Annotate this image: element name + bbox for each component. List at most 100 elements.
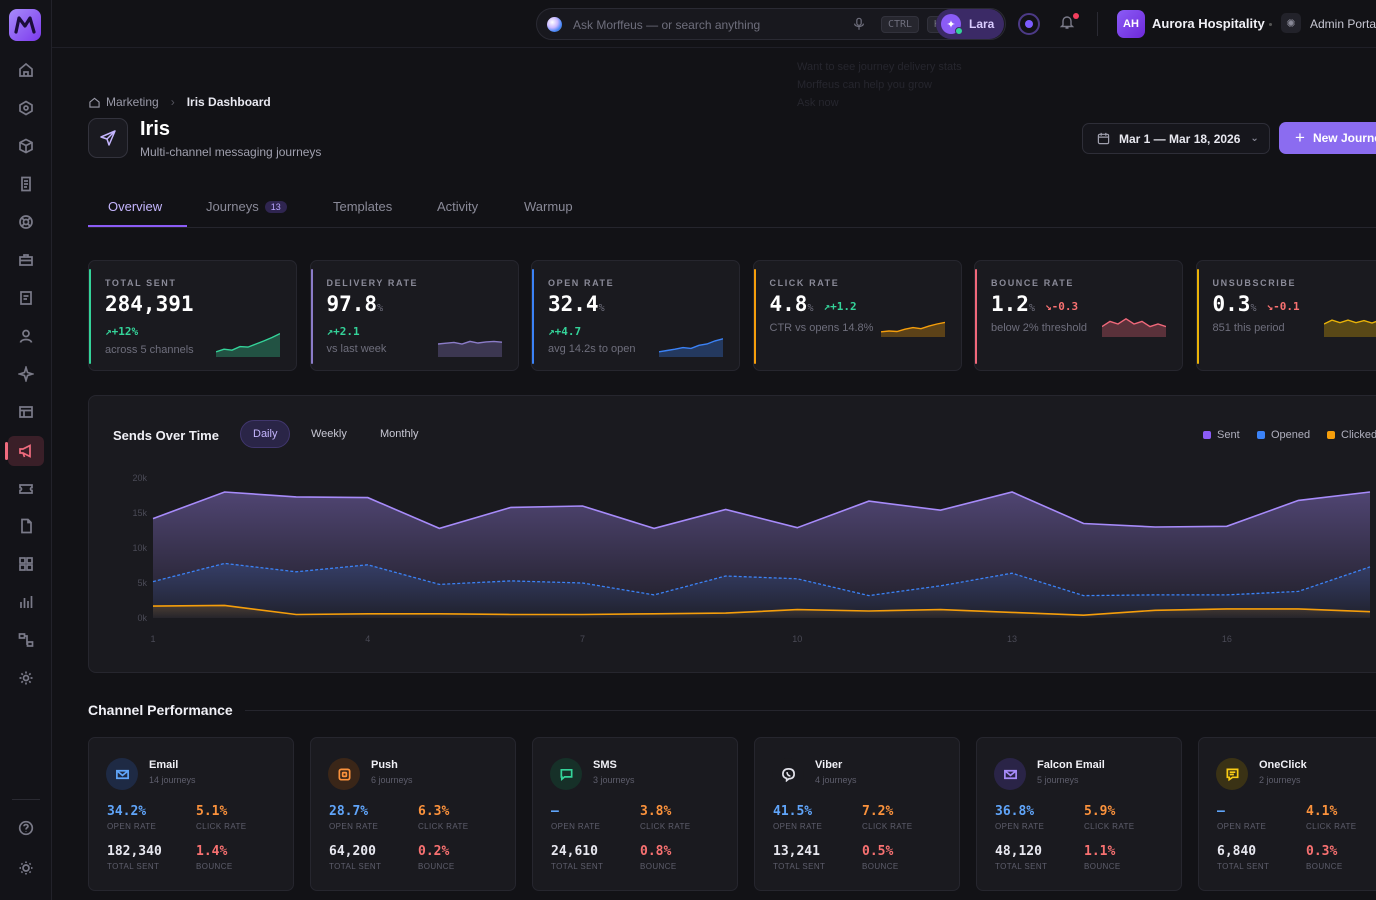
sun-icon[interactable] — [13, 855, 39, 881]
range-weekly[interactable]: Weekly — [311, 428, 347, 440]
kpi-card[interactable]: TOTAL SENT 284,391 ↗+12% across 5 channels — [88, 260, 297, 371]
kpi-delta-value: -0.1 — [1273, 300, 1300, 313]
trend-up-icon: ↗ — [105, 325, 112, 338]
kpi-unit: % — [598, 303, 605, 314]
user-icon[interactable] — [13, 323, 39, 349]
x-tick-label: 4 — [365, 634, 370, 644]
legend-opened: Opened — [1257, 429, 1310, 441]
push-icon — [328, 758, 360, 790]
breadcrumb-parent[interactable]: Marketing — [106, 95, 159, 109]
grid-icon[interactable] — [13, 551, 39, 577]
range-daily[interactable]: Daily — [240, 420, 291, 448]
microphone-icon[interactable] — [852, 17, 866, 31]
kpi-sparkline — [437, 340, 502, 357]
sends-over-time-card: 20k 15k 10k 5k 0k 1 4 7 10 13 16 Sends Over Time D… — [88, 395, 1376, 673]
assistant-lara-button[interactable]: ✦ Lara — [936, 9, 1004, 39]
home-icon[interactable] — [13, 57, 39, 83]
kpi-delta: ↗+1.2 — [824, 300, 857, 313]
morffeus-orb-icon — [547, 17, 562, 32]
channel-journeys: 4 journeys — [815, 775, 857, 785]
ticket-icon[interactable] — [13, 476, 39, 502]
file-icon[interactable] — [13, 513, 39, 539]
channel-bounce-value: 0.8% — [640, 844, 672, 859]
channel-open-value: — — [551, 804, 559, 819]
channel-open-value: 41.5% — [773, 804, 813, 819]
channel-card[interactable]: OneClick 2 journeys — OPEN RATE 4.1% CLICK RA… — [1198, 737, 1376, 891]
new-journey-button[interactable]: + New Journey — [1279, 122, 1376, 154]
kpi-card[interactable]: UNSUBSCRIBE 0.3% ↘-0.1 851 this period — [1195, 260, 1376, 371]
sparkline-line — [437, 340, 502, 345]
channel-sent-label: TOTAL SENT — [773, 862, 826, 871]
kpi-accent-bar — [1196, 269, 1199, 364]
separator-dot — [1269, 23, 1272, 26]
kpi-label: OPEN RATE — [548, 278, 615, 288]
channel-card[interactable]: SMS 3 journeys — OPEN RATE 3.8% CLICK RATE 24,… — [532, 737, 738, 891]
channel-bounce-label: BOUNCE — [196, 862, 233, 871]
series-line-clicked[interactable] — [152, 604, 1371, 617]
kpi-delta: ↗+2.1 — [327, 325, 360, 338]
channel-sent-label: TOTAL SENT — [107, 862, 160, 871]
sparkline-line — [216, 332, 280, 353]
tab-warmup[interactable]: Warmup — [524, 199, 573, 214]
channel-card[interactable]: Falcon Email 5 journeys 36.8% OPEN RATE 5.9%… — [976, 737, 1182, 891]
channel-bounce-value: 0.2% — [418, 844, 450, 859]
legend-clicked: Clicked — [1327, 429, 1376, 441]
kpi-card[interactable]: BOUNCE RATE 1.2% ↘-0.3 below 2% threshold — [974, 260, 1183, 371]
tab-journeys-label: Journeys — [206, 199, 259, 214]
kpi-card[interactable]: CLICK RATE 4.8% ↗+1.2 CTR vs opens 14.8% — [752, 260, 962, 371]
briefcase-icon[interactable] — [13, 247, 39, 273]
kpi-label: DELIVERY RATE — [326, 278, 419, 288]
flow-icon[interactable] — [13, 627, 39, 653]
channel-bounce-label: BOUNCE — [640, 862, 677, 871]
brand-logo[interactable] — [9, 9, 41, 41]
sparkline-area — [1102, 318, 1166, 337]
channel-journeys: 14 journeys — [149, 775, 196, 785]
y-tick-label: 5k — [137, 578, 147, 588]
channel-card[interactable]: Email 14 journeys 34.2% OPEN RATE 5.1% CLICK … — [88, 737, 294, 891]
channel-card[interactable]: Push 6 journeys 28.7% OPEN RATE 6.3% CLICK RA… — [310, 737, 516, 891]
support-icon[interactable] — [13, 209, 39, 235]
channel-open-label: OPEN RATE — [995, 822, 1045, 831]
table-icon[interactable] — [13, 399, 39, 425]
box-icon[interactable] — [13, 133, 39, 159]
date-range-label: Mar 1 — Mar 18, 2026 — [1119, 131, 1241, 146]
assistant-search[interactable]: Ask Morffeus — or search anything CTRL K — [536, 8, 1006, 40]
series-area-opened — [153, 563, 1370, 618]
tab-journeys[interactable]: Journeys 13 — [206, 199, 287, 214]
tab-overview[interactable]: Overview — [108, 199, 163, 214]
tab-templates[interactable]: Templates — [333, 199, 393, 214]
channel-open-label: OPEN RATE — [773, 822, 823, 831]
channel-card[interactable]: Viber 4 journeys 41.5% OPEN RATE 7.2% CLICK R… — [754, 737, 960, 891]
receipt-icon[interactable] — [13, 171, 39, 197]
hexagon-icon[interactable] — [13, 95, 39, 121]
trend-up-icon: ↗ — [823, 300, 831, 313]
kpi-card[interactable]: OPEN RATE 32.4% ↗+4.7 avg 14.2s to open — [531, 260, 740, 371]
help-icon[interactable] — [13, 815, 39, 841]
record-target-icon[interactable] — [1018, 13, 1040, 35]
sidebar-divider — [12, 799, 40, 800]
org-name[interactable]: Aurora Hospitality — [1152, 16, 1265, 31]
kpi-delta: ↘-0.3 — [1045, 300, 1078, 313]
tab-activity[interactable]: Activity — [437, 199, 479, 214]
range-monthly[interactable]: Monthly — [380, 428, 419, 440]
admin-portal-link[interactable]: Admin Portal — [1310, 17, 1376, 31]
org-avatar[interactable]: AH — [1117, 10, 1145, 38]
section-divider — [245, 710, 1376, 711]
series-line-sent[interactable] — [152, 491, 1371, 530]
channel-click-label: CLICK RATE — [1084, 822, 1135, 831]
channel-name: SMS — [593, 759, 617, 771]
portal-gear-icon[interactable]: ✺ — [1281, 13, 1301, 33]
kpi-card[interactable]: DELIVERY RATE 97.8% ↗+2.1 vs last week — [309, 260, 519, 371]
settings-icon[interactable] — [13, 665, 39, 691]
megaphone-icon[interactable] — [5, 436, 44, 466]
sparkle-icon[interactable] — [13, 361, 39, 387]
kpi-unit: % — [1028, 303, 1035, 314]
bar-chart-icon[interactable] — [13, 589, 39, 615]
channel-sent-label: TOTAL SENT — [329, 862, 382, 871]
date-range-picker[interactable]: Mar 1 — Mar 18, 2026 ⌄ — [1082, 123, 1270, 154]
series-line-opened[interactable] — [152, 562, 1371, 597]
journeys-count-badge: 13 — [264, 201, 287, 213]
notifications-bell-icon[interactable] — [1059, 13, 1079, 32]
kpi-label: CLICK RATE — [769, 278, 840, 288]
document-icon[interactable] — [13, 285, 39, 311]
